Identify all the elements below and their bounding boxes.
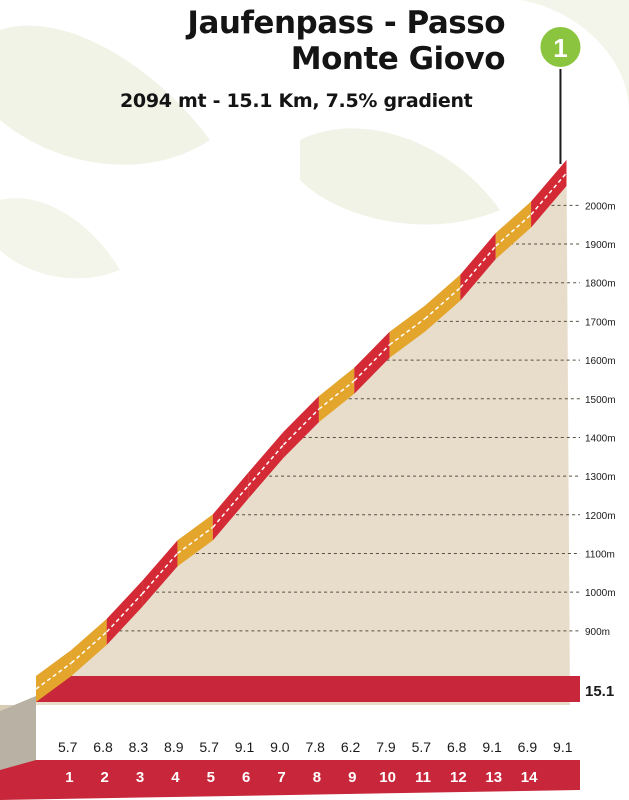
segment-centerline <box>389 318 426 346</box>
leaf-shape <box>0 25 210 165</box>
y-tick-label: 1200m <box>585 511 616 522</box>
km-label: 12 <box>450 769 467 786</box>
y-tick-label: 1600m <box>585 356 616 367</box>
gradient-label: 9.1 <box>482 739 502 755</box>
y-tick-label: 1700m <box>585 317 616 328</box>
segment-centerline <box>177 526 214 554</box>
chart-subtitle: 2094 mt - 15.1 Km, 7.5% gradient <box>120 90 473 112</box>
gradient-label: 7.8 <box>305 739 325 755</box>
segment-centerline <box>424 287 461 320</box>
gradient-label: 7.9 <box>376 739 396 755</box>
km-label: 4 <box>171 769 180 786</box>
segment-centerline <box>495 213 532 247</box>
summit-badge-label: 1 <box>553 33 567 63</box>
y-tick-label: 2000m <box>585 201 616 212</box>
km-label: 10 <box>379 769 396 786</box>
segment-centerline <box>459 245 497 289</box>
profile-segment <box>460 233 496 301</box>
segment-centerline <box>141 552 179 595</box>
segment-centerline <box>530 172 568 216</box>
profile-segment <box>354 331 390 394</box>
segment-centerline <box>106 593 143 633</box>
km-label: 9 <box>348 769 356 786</box>
km-band-top <box>36 676 580 702</box>
profile-segment <box>106 581 143 645</box>
profile-segment <box>248 431 284 499</box>
gradient-label: 6.9 <box>518 739 538 755</box>
leaf-shape <box>300 128 500 225</box>
gradient-label: 9.1 <box>553 739 573 755</box>
profile-left-wall <box>0 696 36 770</box>
gradient-label: 6.2 <box>341 739 361 755</box>
gradient-label: 8.9 <box>164 739 184 755</box>
segment-centerline <box>353 344 391 382</box>
leaf-shape <box>520 0 629 110</box>
km-band-bottom <box>0 760 580 800</box>
profile-segment <box>531 160 567 228</box>
gradient-label: 9.0 <box>270 739 290 755</box>
chart-title-line1: Jaufenpass - Passo <box>187 5 505 41</box>
profile-segment <box>212 472 249 541</box>
y-tick-label: 1500m <box>585 395 616 406</box>
km-label: 11 <box>415 769 431 786</box>
km-label: 7 <box>277 769 285 786</box>
km-label: 1 <box>65 769 73 786</box>
segment-centerline <box>212 485 249 528</box>
y-tick-label: 1400m <box>585 433 616 444</box>
profile-segment <box>283 396 319 458</box>
y-tick-label: 1800m <box>585 279 616 290</box>
km-label: 3 <box>136 769 144 786</box>
y-tick-label: 1100m <box>585 549 615 560</box>
km-label: 5 <box>207 769 215 786</box>
segment-centerline <box>318 380 355 410</box>
segment-centerline <box>35 662 72 690</box>
km-label: 13 <box>485 769 502 786</box>
gradient-label: 9.1 <box>235 739 255 755</box>
km-label: 14 <box>521 769 538 786</box>
leaf-shape <box>0 198 120 279</box>
summit-badge <box>538 25 583 69</box>
km-label: 6 <box>242 769 250 786</box>
end-distance-label: 15.1 <box>585 683 614 700</box>
segment-centerline <box>283 408 320 446</box>
chart-title-line2: Monte Giovo <box>290 41 506 77</box>
y-tick-label: 1900m <box>585 240 616 251</box>
segment-centerline <box>70 631 108 664</box>
km-label: 8 <box>313 769 321 786</box>
gradient-label: 5.7 <box>412 739 432 755</box>
gradient-label: 5.7 <box>199 739 219 755</box>
segment-centerline <box>247 444 285 487</box>
gradient-label: 6.8 <box>447 739 467 755</box>
y-tick-label: 1300m <box>585 472 616 483</box>
gradient-label: 6.8 <box>93 739 113 755</box>
gradient-label: 5.7 <box>58 739 78 755</box>
km-label: 2 <box>101 769 109 786</box>
y-tick-label: 900m <box>585 627 610 638</box>
gradient-label: 8.3 <box>129 739 149 755</box>
y-tick-label: 1000m <box>585 588 616 599</box>
profile-segment <box>142 540 178 608</box>
